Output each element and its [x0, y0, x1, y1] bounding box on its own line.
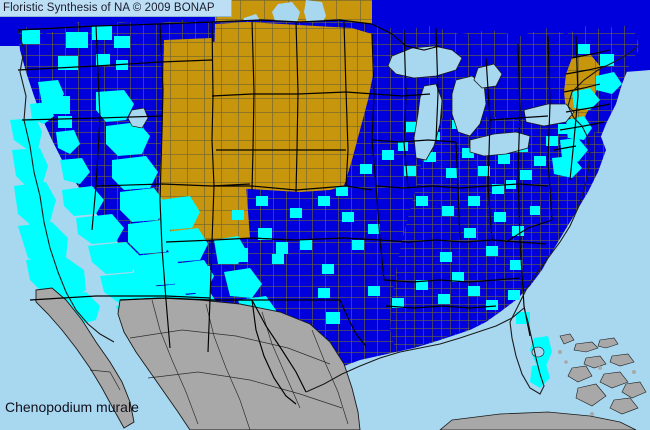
- documented-county-records: [10, 26, 622, 392]
- coastlines: [17, 29, 639, 395]
- outside-area-regions: [35, 287, 647, 430]
- state-borders: [17, 19, 611, 405]
- species-name-label: Chenopodium murale: [5, 399, 139, 415]
- map-title-bar: Floristic Synthesis of NA © 2009 BONAP: [0, 0, 232, 17]
- map-title-text: Floristic Synthesis of NA © 2009 BONAP: [3, 2, 215, 14]
